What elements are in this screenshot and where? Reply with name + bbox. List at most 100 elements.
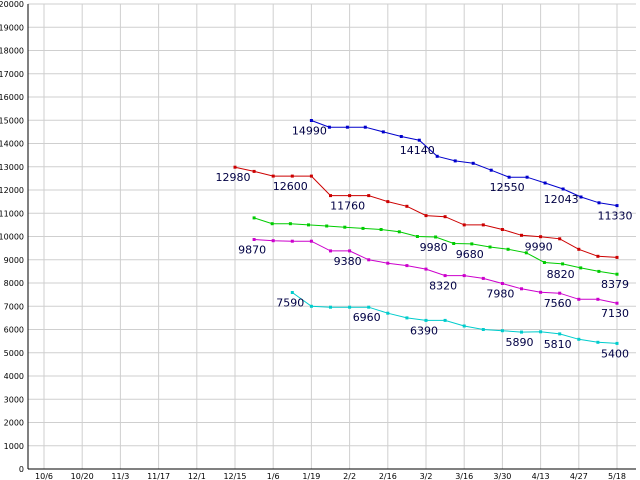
data-point (470, 242, 474, 246)
data-point (271, 239, 275, 243)
x-tick-label: 11/17 (147, 472, 170, 480)
data-label: 9980 (420, 241, 448, 254)
y-tick-label: 4000 (4, 372, 24, 381)
data-point (309, 174, 313, 178)
y-tick-label: 17000 (0, 70, 24, 79)
y-tick-label: 13000 (0, 163, 24, 172)
data-point (345, 125, 349, 129)
data-label: 12600 (273, 180, 308, 193)
data-label: 5400 (601, 347, 629, 360)
data-point (481, 328, 485, 331)
data-point (524, 251, 528, 255)
data-point (415, 235, 419, 238)
y-tick-label: 20000 (0, 0, 24, 9)
data-point (405, 204, 409, 208)
data-point (252, 216, 256, 220)
x-tick-label: 2/2 (343, 472, 356, 480)
grid (28, 3, 636, 469)
y-tick-label: 14000 (0, 140, 24, 149)
data-label: 12980 (216, 171, 251, 184)
x-tick-label: 10/20 (71, 472, 94, 480)
data-point (577, 297, 581, 301)
data-point (424, 318, 428, 322)
data-point (452, 242, 456, 245)
data-point (348, 305, 352, 309)
data-point (500, 329, 504, 333)
x-tick-label: 4/13 (532, 472, 550, 480)
data-point (597, 201, 601, 205)
x-tick-label: 11/3 (111, 472, 129, 480)
data-point (615, 301, 619, 305)
y-tick-label: 1000 (4, 442, 24, 451)
data-label: 14990 (292, 125, 327, 138)
data-point (561, 262, 565, 266)
data-point (558, 291, 562, 295)
data-point (307, 223, 310, 227)
data-point (520, 233, 523, 237)
data-point (543, 181, 547, 185)
data-point (424, 214, 428, 218)
data-point (309, 119, 313, 122)
y-tick-label: 8000 (4, 279, 24, 288)
data-point (539, 330, 543, 334)
data-label: 8379 (601, 278, 629, 291)
data-point (348, 194, 352, 198)
series-line (254, 239, 618, 304)
x-tick-label: 4/27 (570, 472, 588, 480)
data-point (329, 305, 332, 309)
data-label: 12550 (490, 181, 525, 194)
x-tick-label: 3/30 (493, 472, 511, 480)
data-point (379, 228, 383, 231)
data-point (271, 174, 275, 178)
data-point (462, 324, 466, 328)
data-point (462, 223, 466, 227)
data-point (542, 261, 546, 264)
x-tick-label: 3/2 (420, 472, 433, 480)
x-tick-label: 12/15 (223, 472, 246, 480)
data-point (252, 238, 256, 241)
series-3 (252, 238, 619, 305)
data-point (615, 341, 619, 345)
series-2 (252, 216, 619, 276)
data-point (471, 161, 475, 165)
y-tick-label: 12000 (0, 186, 24, 195)
data-point (443, 274, 447, 278)
data-point (405, 316, 409, 320)
x-tick-label: 1/19 (302, 472, 320, 480)
data-point (381, 130, 385, 134)
data-point (288, 222, 292, 226)
data-label: 11760 (330, 200, 365, 213)
data-point (525, 175, 529, 179)
data-point (558, 332, 562, 336)
data-point (520, 330, 523, 334)
data-point (579, 266, 583, 270)
y-tick-label: 10000 (0, 233, 24, 242)
data-label: 8820 (547, 268, 575, 281)
data-point (325, 224, 329, 228)
data-label: 11330 (598, 210, 633, 223)
data-point (361, 226, 365, 230)
data-point (417, 138, 421, 142)
data-label: 7980 (486, 288, 514, 301)
x-tick-label: 10/6 (35, 472, 53, 480)
data-point (367, 305, 371, 309)
data-label: 9380 (334, 255, 362, 268)
data-label: 14140 (400, 144, 435, 157)
data-point (596, 254, 600, 258)
data-label: 7560 (544, 297, 572, 310)
data-label: 6960 (353, 311, 381, 324)
y-tick-label: 15000 (0, 116, 24, 125)
data-point (579, 195, 583, 199)
data-point (397, 230, 401, 234)
data-point (453, 159, 457, 163)
data-point (367, 258, 371, 262)
data-labels: 14990 14140 12550 12043 11330 12980 12600 11760… (216, 125, 633, 361)
x-tick-label: 12/1 (188, 472, 206, 480)
y-tick-label: 18000 (0, 47, 24, 56)
y-tick-label: 5000 (4, 349, 24, 358)
data-label: 8320 (429, 280, 457, 293)
x-tick-label: 3/16 (455, 472, 473, 480)
y-tick-label: 3000 (4, 395, 24, 404)
data-point (363, 125, 367, 129)
